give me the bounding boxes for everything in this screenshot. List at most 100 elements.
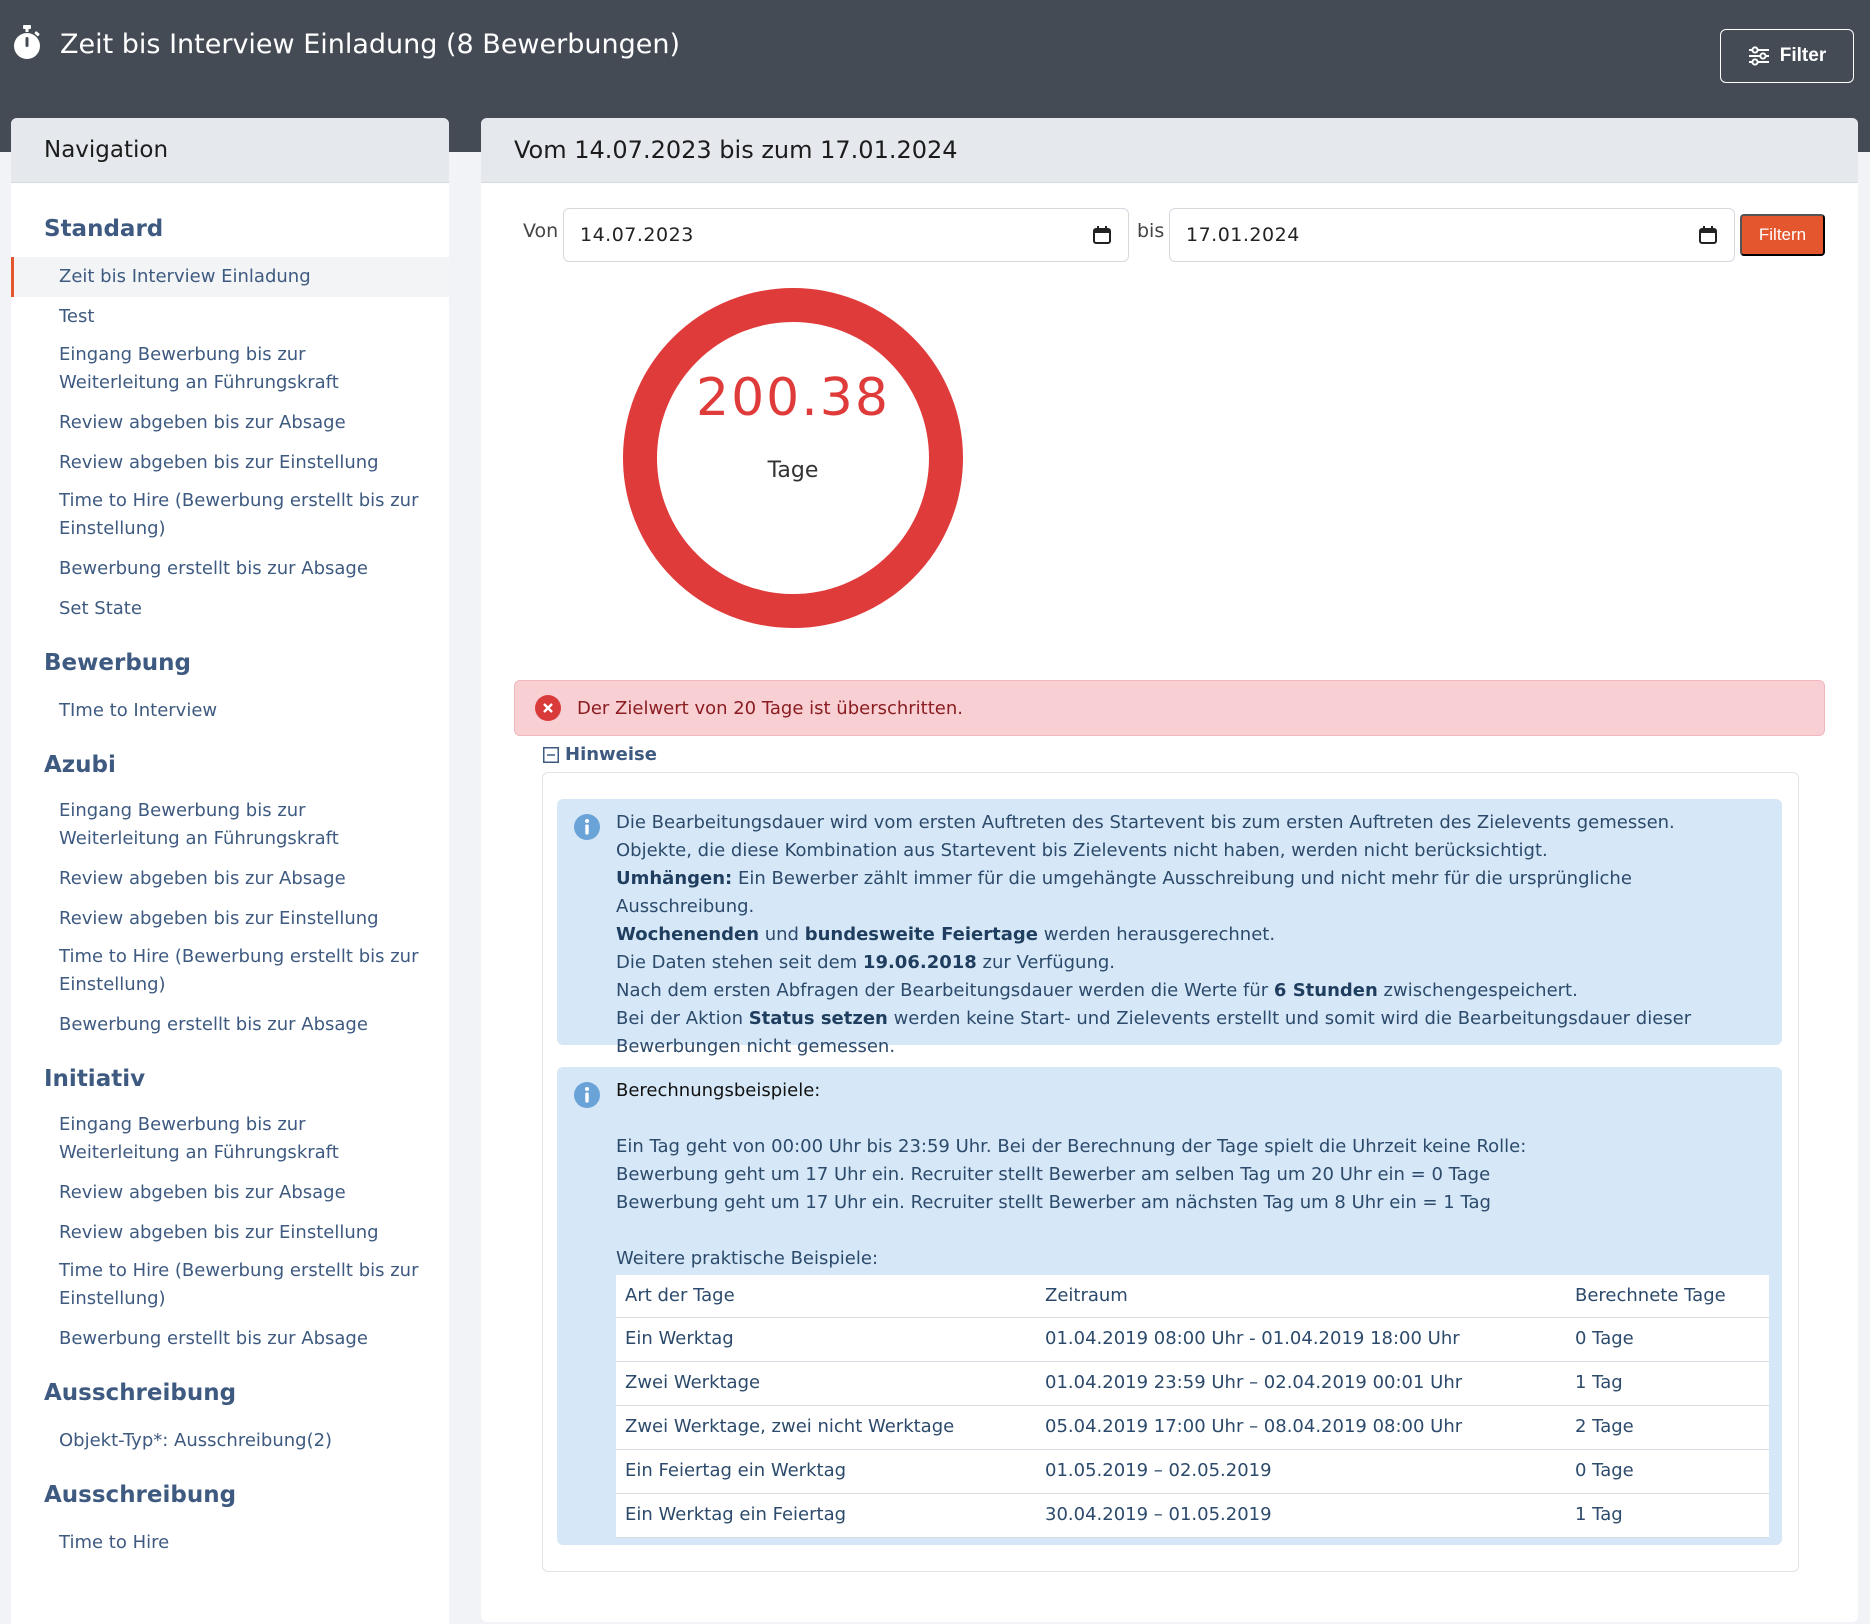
nav-item[interactable]: Time to Hire bbox=[59, 1532, 170, 1553]
nav-item-label-line: Eingang Bewerbung bis zur bbox=[59, 800, 306, 821]
main-panel: Vom 14.07.2023 bis zum 17.01.2024 Von 14… bbox=[481, 118, 1858, 1622]
examples-title: Berechnungsbeispiele: bbox=[616, 1080, 821, 1101]
table-cell: 01.05.2019 – 02.05.2019 bbox=[1036, 1448, 1566, 1493]
filtern-button[interactable]: Filtern bbox=[1740, 214, 1825, 256]
sliders-icon bbox=[1748, 46, 1769, 66]
table-cell: 0 Tage bbox=[1566, 1316, 1769, 1361]
nav-item-label-line: Eingang Bewerbung bis zur bbox=[59, 344, 306, 365]
info-line: Bewerbung geht um 17 Uhr ein. Recruiter … bbox=[616, 1164, 1491, 1185]
nav-item[interactable]: Review abgeben bis zur Absage bbox=[59, 1182, 346, 1203]
nav-section-heading: Standard bbox=[44, 216, 164, 242]
info-bold: Status setzen bbox=[748, 1008, 888, 1029]
nav-item-label-line: Eingang Bewerbung bis zur bbox=[59, 1114, 306, 1135]
info-line: Ein Tag geht von 00:00 Uhr bis 23:59 Uhr… bbox=[616, 1136, 1527, 1157]
table-row: Zwei Werktage, zwei nicht Werktage 05.04.… bbox=[616, 1404, 1769, 1449]
info-bold: bundesweite Feiertage bbox=[804, 924, 1038, 945]
nav-item[interactable]: Eingang Bewerbung bis zur Weiterleitung a… bbox=[11, 337, 449, 403]
info-line: Die Daten stehen seit dem 19.06.2018 zur… bbox=[616, 949, 1742, 977]
nav-item[interactable]: Eingang Bewerbung bis zur Weiterleitung a… bbox=[11, 1107, 449, 1173]
nav-item[interactable]: Bewerbung erstellt bis zur Absage bbox=[59, 558, 368, 579]
table-cell: Ein Werktag bbox=[616, 1316, 1036, 1361]
nav-section-heading: Ausschreibung bbox=[44, 1380, 237, 1406]
info-bold: Umhängen: bbox=[616, 868, 733, 889]
nav-section: Standard Zeit bis Interview Einladung Test… bbox=[11, 211, 449, 629]
column-header: Berechnete Tage bbox=[1575, 1284, 1726, 1306]
calendar-icon[interactable] bbox=[1092, 225, 1112, 245]
info-line: Bewerbung geht um 17 Uhr ein. Recruiter … bbox=[616, 1192, 1491, 1213]
info-text: Nach dem ersten Abfragen der Bearbeitung… bbox=[616, 980, 1274, 1001]
info-text: Bei der Aktion bbox=[616, 1008, 749, 1029]
nav-item[interactable]: Objekt-Typ*: Ausschreibung(2) bbox=[59, 1430, 333, 1451]
nav-item-label-line: Weiterleitung an Führungskraft bbox=[59, 828, 339, 849]
nav-section: Bewerbung TIme to Interview bbox=[11, 645, 449, 731]
nav-item[interactable]: Review abgeben bis zur Einstellung bbox=[59, 452, 379, 473]
nav-section-heading: Bewerbung bbox=[44, 650, 191, 676]
nav-item[interactable]: Review abgeben bis zur Einstellung bbox=[59, 908, 379, 929]
table-row: Zwei Werktage 01.04.2019 23:59 Uhr – 02.0… bbox=[616, 1360, 1769, 1405]
nav-item-label-line: Weiterleitung an Führungskraft bbox=[59, 1142, 339, 1163]
nav-item[interactable]: Set State bbox=[59, 598, 142, 619]
von-date-input[interactable]: 14.07.2023 bbox=[563, 208, 1129, 262]
nav-item-label-line: Time to Hire (Bewerbung erstellt bis zur bbox=[59, 946, 419, 967]
nav-item[interactable]: Eingang Bewerbung bis zur Weiterleitung a… bbox=[11, 793, 449, 859]
nav-item-label-line: Time to Hire (Bewerbung erstellt bis zur bbox=[59, 490, 419, 511]
table-cell: 0 Tage bbox=[1566, 1448, 1769, 1493]
info-text: werden keine Start- und Zielevents erste… bbox=[616, 1008, 1692, 1057]
filter-button[interactable]: Filter bbox=[1720, 29, 1854, 83]
nav-item[interactable]: Time to Hire (Bewerbung erstellt bis zur… bbox=[11, 1253, 449, 1319]
info-icon bbox=[574, 814, 600, 840]
nav-section: Ausschreibung Objekt-Typ*: Ausschreibung(… bbox=[11, 1375, 449, 1461]
table-cell: 01.04.2019 08:00 Uhr - 01.04.2019 18:00 … bbox=[1036, 1316, 1566, 1361]
table-cell: Ein Feiertag ein Werktag bbox=[616, 1448, 1036, 1493]
nav-item[interactable]: Time to Hire (Bewerbung erstellt bis zur… bbox=[11, 483, 449, 549]
hinweise-toggle[interactable]: Hinweise bbox=[543, 744, 657, 765]
table-cell: Zwei Werktage, zwei nicht Werktage bbox=[616, 1404, 1036, 1449]
table-cell: Ein Werktag ein Feiertag bbox=[616, 1492, 1036, 1537]
table-cell: 05.04.2019 17:00 Uhr – 08.04.2019 08:00 … bbox=[1036, 1404, 1566, 1449]
bis-date-value: 17.01.2024 bbox=[1186, 224, 1300, 246]
nav-item-label-line: Einstellung) bbox=[59, 518, 166, 539]
info-line: Objekte, die diese Kombination aus Start… bbox=[616, 840, 1548, 861]
nav-item[interactable]: TIme to Interview bbox=[59, 700, 218, 721]
info-text: zwischengespeichert. bbox=[1377, 980, 1578, 1001]
hinweise-panel: Die Bearbeitungsdauer wird vom ersten Au… bbox=[542, 772, 1799, 1572]
info-bold: 19.06.2018 bbox=[862, 952, 977, 973]
nav-item-label-line: Einstellung) bbox=[59, 974, 166, 995]
nav-section-heading: Ausschreibung bbox=[44, 1482, 237, 1508]
info-icon bbox=[574, 1082, 600, 1108]
nav-item[interactable]: Test bbox=[59, 306, 95, 327]
collapse-icon[interactable] bbox=[543, 746, 559, 763]
von-date-value: 14.07.2023 bbox=[580, 224, 694, 246]
navigation-sidebar: Navigation Standard Zeit bis Interview Ei… bbox=[11, 118, 449, 1624]
nav-item[interactable]: Review abgeben bis zur Einstellung bbox=[59, 1222, 379, 1243]
nav-item[interactable]: Review abgeben bis zur Absage bbox=[59, 868, 346, 889]
info-line: Weitere praktische Beispiele: bbox=[616, 1248, 879, 1269]
calendar-icon[interactable] bbox=[1698, 225, 1718, 245]
nav-section: Ausschreibung Time to Hire bbox=[11, 1477, 449, 1563]
nav-item[interactable]: Bewerbung erstellt bis zur Absage bbox=[59, 1328, 368, 1349]
info-bold: 6 Stunden bbox=[1273, 980, 1378, 1001]
bis-date-input[interactable]: 17.01.2024 bbox=[1169, 208, 1735, 262]
date-filter-row: Von 14.07.2023 bis 17.01.2024 bbox=[481, 208, 1858, 264]
filter-button-label: Filter bbox=[1779, 45, 1827, 66]
info-line: Die Bearbeitungsdauer wird vom ersten Au… bbox=[616, 812, 1675, 833]
info-line: Umhängen: Ein Bewerber zählt immer für d… bbox=[616, 865, 1742, 921]
nav-item[interactable]: Bewerbung erstellt bis zur Absage bbox=[59, 1014, 368, 1035]
navigation-header: Navigation bbox=[11, 118, 449, 183]
alert-text: Der Zielwert von 20 Tage ist überschritt… bbox=[577, 697, 963, 719]
error-icon bbox=[535, 695, 561, 721]
gauge-unit: Tage bbox=[767, 458, 819, 483]
gauge-value: 200.38 bbox=[696, 368, 890, 428]
column-header: Zeitraum bbox=[1045, 1284, 1128, 1306]
nav-item[interactable]: Zeit bis Interview Einladung bbox=[11, 257, 449, 297]
gauge-ring bbox=[623, 288, 963, 628]
nav-item[interactable]: Time to Hire (Bewerbung erstellt bis zur… bbox=[11, 939, 449, 1005]
info-line: Bei der Aktion Status setzen werden kein… bbox=[616, 1005, 1742, 1061]
info-bold: Wochenenden bbox=[616, 924, 760, 945]
table-cell: 1 Tag bbox=[1566, 1492, 1769, 1537]
info-text: und bbox=[759, 924, 805, 945]
nav-item[interactable]: Review abgeben bis zur Absage bbox=[59, 412, 346, 433]
info-text: werden herausgerechnet. bbox=[1037, 924, 1276, 945]
examples-table: Art der Tage Zeitraum Berechnete Tage Ei… bbox=[616, 1275, 1769, 1538]
nav-item-label-line: Time to Hire (Bewerbung erstellt bis zur bbox=[59, 1260, 419, 1281]
